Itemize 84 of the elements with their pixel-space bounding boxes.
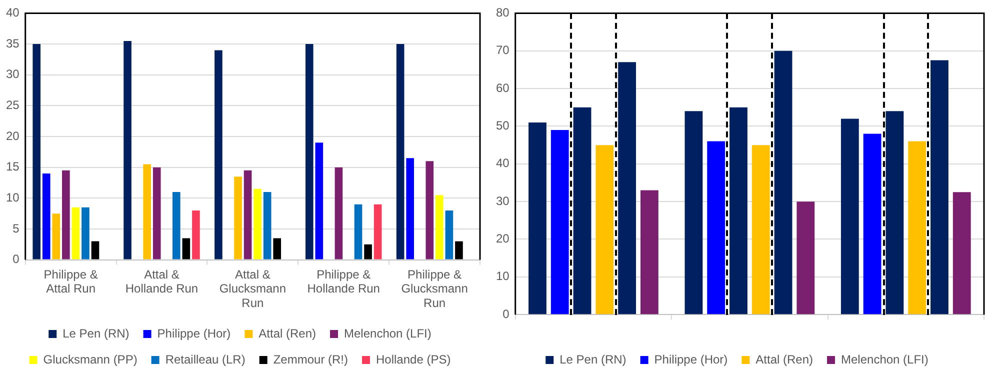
bar	[354, 204, 362, 260]
legend-label: Melenchon (LFI)	[841, 352, 928, 366]
x-tick-label: Attal & Glucksmann Run	[219, 267, 286, 310]
bar	[62, 170, 70, 260]
bar	[91, 241, 100, 260]
bar	[305, 44, 314, 260]
bar	[234, 176, 242, 260]
bar	[774, 50, 792, 314]
bar	[930, 60, 948, 314]
y-tick-label: 20	[496, 232, 510, 246]
bar	[396, 44, 404, 260]
bar	[152, 167, 161, 260]
bar	[730, 107, 748, 314]
bar	[273, 238, 282, 260]
bar	[52, 214, 60, 260]
bar	[752, 145, 770, 314]
bar	[528, 122, 546, 314]
y-tick-label: 35	[6, 36, 20, 50]
y-tick-label: 15	[6, 160, 20, 174]
bar	[244, 170, 252, 260]
legend-label: Attal (Ren)	[258, 326, 316, 340]
y-tick-label: 5	[12, 221, 20, 236]
bar	[315, 142, 324, 260]
bar	[32, 44, 41, 260]
legend-label: Philippe (Hor)	[157, 326, 231, 340]
bar	[364, 244, 372, 260]
bar	[952, 192, 971, 314]
legend-label: Attal (Ren)	[756, 352, 814, 366]
legend-label: Philippe (Hor)	[654, 352, 728, 366]
x-tick-label: Philippe & Attal Run	[44, 267, 98, 296]
bar	[172, 192, 180, 260]
bar	[596, 145, 614, 314]
x-tick-label: Philippe & Glucksmann Run	[401, 267, 468, 310]
bar	[908, 141, 926, 314]
legend-label: Melenchon (LFI)	[344, 326, 432, 340]
bar	[192, 210, 200, 260]
bar	[124, 40, 132, 260]
legend-label: Hollande (PS)	[376, 352, 451, 366]
bar	[42, 173, 50, 260]
bar	[863, 134, 882, 314]
bar	[455, 241, 463, 260]
y-tick-label: 40	[496, 156, 510, 170]
bar	[640, 190, 658, 314]
legend-label: Retailleau (LR)	[165, 352, 246, 366]
y-tick-label: 10	[496, 269, 510, 284]
bar	[707, 141, 726, 314]
bar	[214, 50, 222, 260]
bar	[334, 167, 343, 260]
bar	[550, 130, 569, 314]
bar	[436, 195, 444, 260]
x-tick-label: Philippe & Hollande Run	[307, 267, 380, 296]
y-tick-label: 30	[496, 194, 510, 208]
bar	[618, 62, 636, 314]
bar	[374, 204, 382, 260]
bar	[254, 188, 262, 260]
bar	[573, 107, 592, 314]
y-tick-label: 25	[6, 98, 20, 112]
bar	[684, 111, 703, 314]
legend-label: Zemmour (R!)	[273, 352, 348, 366]
y-tick-label: 0	[502, 306, 510, 321]
y-tick-label: 60	[496, 80, 510, 95]
y-tick-label: 20	[6, 128, 20, 143]
y-tick-label: 50	[496, 118, 510, 133]
x-tick-label: Attal & Hollande Run	[125, 267, 198, 296]
bar	[263, 192, 272, 260]
y-tick-label: 30	[6, 67, 20, 82]
bar	[143, 164, 151, 260]
legend-label: Le Pen (RN)	[560, 352, 626, 366]
bar	[426, 161, 434, 260]
y-tick-label: 40	[6, 6, 20, 20]
bar	[840, 118, 859, 314]
y-tick-label: 0	[12, 252, 20, 266]
legend-label: Glucksmann (PP)	[43, 352, 138, 366]
y-tick-label: 70	[496, 43, 510, 58]
y-tick-label: 10	[6, 190, 20, 204]
y-tick-label: 80	[496, 6, 510, 20]
bar	[886, 111, 904, 314]
legend-label: Le Pen (RN)	[62, 326, 130, 340]
bar	[406, 158, 414, 260]
bar	[445, 210, 454, 260]
bar	[796, 202, 815, 314]
bar	[72, 207, 80, 260]
bar	[82, 207, 90, 260]
bar	[182, 238, 190, 260]
